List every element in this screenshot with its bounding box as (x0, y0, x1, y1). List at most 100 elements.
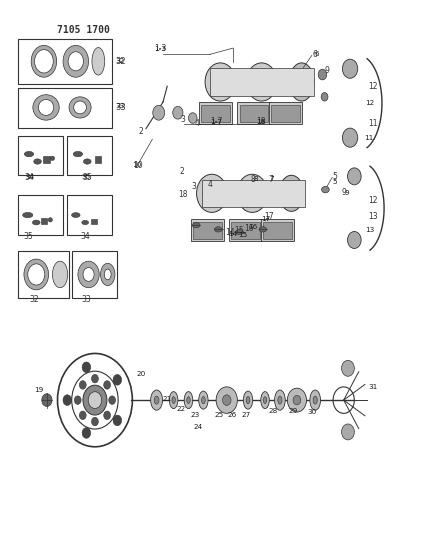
Text: 1-7: 1-7 (210, 117, 222, 126)
Text: 7105 1700: 7105 1700 (56, 25, 110, 35)
Bar (202, 180, 305, 207)
Bar (269, 102, 303, 124)
Text: 11: 11 (368, 119, 377, 128)
Text: 32: 32 (115, 58, 124, 64)
Text: 4: 4 (195, 119, 200, 128)
Ellipse shape (313, 396, 317, 404)
Text: 3: 3 (191, 182, 196, 191)
Circle shape (28, 264, 45, 285)
Ellipse shape (73, 151, 83, 157)
Circle shape (173, 107, 183, 119)
Text: 1-3: 1-3 (155, 44, 167, 53)
Ellipse shape (202, 397, 205, 403)
Bar (41, 218, 48, 224)
Ellipse shape (196, 174, 227, 213)
Circle shape (342, 360, 354, 376)
Bar (18, 251, 69, 298)
Text: 27: 27 (241, 412, 250, 418)
Text: 13: 13 (368, 212, 377, 221)
Ellipse shape (246, 397, 250, 403)
Text: 18: 18 (256, 117, 266, 126)
Text: 24: 24 (193, 424, 203, 430)
Ellipse shape (52, 261, 68, 288)
Circle shape (321, 93, 328, 101)
Ellipse shape (244, 391, 253, 409)
Text: 9: 9 (342, 188, 346, 197)
Text: 15: 15 (238, 232, 247, 238)
Ellipse shape (236, 229, 244, 235)
Text: 9: 9 (345, 190, 350, 196)
Text: 11: 11 (364, 135, 373, 141)
Bar (271, 106, 300, 122)
Circle shape (83, 385, 107, 415)
Text: 34: 34 (80, 232, 90, 241)
Circle shape (63, 395, 71, 406)
Text: 30: 30 (308, 409, 317, 415)
Ellipse shape (263, 397, 267, 403)
Circle shape (79, 381, 86, 389)
Ellipse shape (247, 63, 277, 101)
Text: 31: 31 (368, 384, 377, 390)
Ellipse shape (24, 259, 49, 290)
Ellipse shape (33, 95, 59, 120)
Ellipse shape (278, 396, 282, 404)
Text: 33: 33 (115, 103, 126, 112)
Text: 18: 18 (178, 190, 187, 199)
Ellipse shape (261, 392, 269, 409)
Text: 2: 2 (138, 127, 143, 136)
Ellipse shape (295, 71, 309, 93)
Text: 4: 4 (208, 180, 212, 189)
Text: 29: 29 (288, 408, 297, 414)
Circle shape (42, 394, 52, 407)
Circle shape (35, 50, 53, 73)
Circle shape (82, 427, 91, 438)
Bar (18, 195, 63, 235)
Circle shape (318, 69, 327, 80)
Ellipse shape (83, 159, 91, 164)
Ellipse shape (203, 182, 221, 205)
Ellipse shape (289, 63, 314, 101)
Bar (67, 195, 112, 235)
Ellipse shape (275, 390, 285, 410)
Text: 5: 5 (332, 172, 337, 181)
Ellipse shape (244, 182, 261, 205)
Ellipse shape (23, 213, 33, 217)
Ellipse shape (237, 174, 268, 213)
Ellipse shape (151, 390, 163, 410)
Ellipse shape (39, 100, 54, 115)
Bar (238, 102, 270, 124)
Text: 8: 8 (254, 176, 259, 182)
Bar (193, 222, 222, 239)
Ellipse shape (253, 71, 270, 93)
Ellipse shape (33, 220, 40, 225)
Ellipse shape (279, 175, 304, 212)
Text: 5: 5 (332, 179, 337, 184)
Text: 10: 10 (133, 161, 143, 170)
Ellipse shape (50, 156, 54, 160)
Text: 32: 32 (115, 57, 125, 66)
Ellipse shape (34, 159, 42, 164)
Text: 20: 20 (137, 370, 146, 377)
Circle shape (109, 396, 116, 405)
Circle shape (342, 59, 358, 78)
Ellipse shape (216, 387, 238, 414)
Text: 1-3: 1-3 (155, 46, 166, 52)
Ellipse shape (63, 45, 89, 77)
Bar (67, 135, 112, 175)
Text: 2: 2 (180, 166, 185, 175)
Ellipse shape (31, 45, 56, 77)
Text: 12: 12 (368, 82, 377, 91)
Circle shape (104, 381, 110, 389)
Ellipse shape (259, 227, 267, 232)
Circle shape (113, 415, 122, 426)
Text: 32: 32 (29, 295, 39, 304)
Circle shape (92, 417, 98, 426)
Circle shape (68, 52, 83, 71)
Circle shape (348, 231, 361, 248)
Ellipse shape (310, 390, 321, 410)
Ellipse shape (285, 183, 298, 204)
Ellipse shape (211, 71, 229, 93)
Ellipse shape (287, 388, 306, 412)
Text: 7: 7 (268, 174, 273, 183)
Circle shape (342, 424, 354, 440)
